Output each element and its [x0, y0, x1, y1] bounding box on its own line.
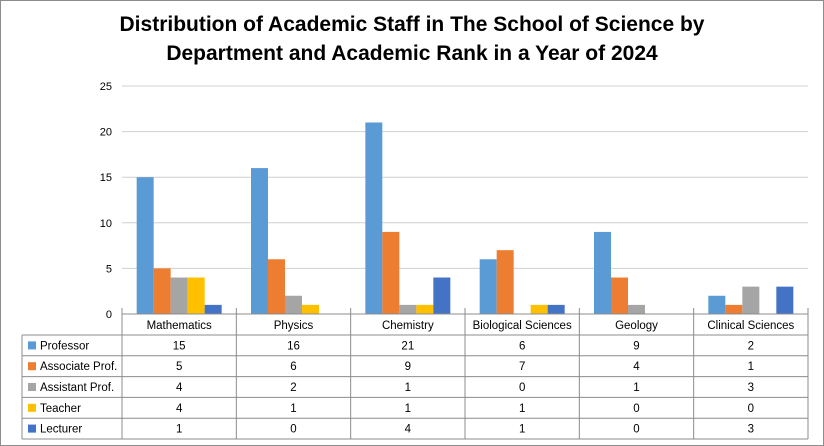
- y-tick-label: 25: [100, 81, 112, 93]
- bar-1-4: [479, 259, 497, 314]
- y-tick-label: 20: [100, 127, 112, 139]
- y-tick-label: 0: [106, 309, 112, 321]
- table-cell: 9: [405, 361, 411, 373]
- table-cell: 4: [176, 382, 183, 394]
- table-cell: 3: [748, 382, 754, 394]
- legend-swatch-5: [28, 424, 36, 433]
- legend-label-2: Associate Prof.: [40, 361, 117, 373]
- bar-4-4: [530, 304, 548, 314]
- table-cell: 0: [290, 424, 296, 436]
- table-cell: 1: [748, 361, 754, 373]
- table-cell: 4: [176, 403, 183, 415]
- table-cell: 0: [519, 382, 525, 394]
- legend-label-3: Assistant Prof.: [40, 382, 114, 394]
- y-tick-label: 10: [100, 218, 112, 230]
- bar-4-3: [416, 304, 434, 314]
- bar-2-2: [268, 259, 285, 314]
- y-tick-label: 15: [100, 172, 112, 184]
- legend-swatch-2: [28, 362, 36, 371]
- bar-2-3: [382, 231, 400, 314]
- table-cell: 9: [633, 340, 639, 352]
- bar-3-1: [170, 277, 188, 314]
- bar-5-4: [547, 304, 565, 314]
- bar-2-4: [496, 250, 514, 314]
- table-cell: 1: [633, 382, 639, 394]
- x-category-label: Geology: [615, 320, 658, 332]
- table-cell: 2: [290, 382, 296, 394]
- bar-4-1: [187, 277, 205, 314]
- bar-1-3: [365, 122, 383, 314]
- table-cell: 0: [748, 403, 754, 415]
- legend-label-1: Professor: [40, 340, 89, 352]
- table-cell: 21: [401, 340, 414, 352]
- x-category-label: Clinical Sciences: [707, 320, 794, 332]
- table-cell: 0: [633, 403, 639, 415]
- bar-3-3: [399, 304, 417, 314]
- legend-label-4: Teacher: [40, 403, 81, 415]
- table-cell: 5: [176, 361, 182, 373]
- x-category-label: Biological Sciences: [473, 320, 572, 332]
- bar-4-2: [302, 304, 319, 314]
- bar-3-6: [742, 286, 760, 314]
- table-cell: 1: [405, 403, 411, 415]
- bar-1-5: [594, 231, 611, 314]
- chart-title-line-1: Distribution of Academic Staff in The Sc…: [119, 13, 705, 36]
- table-cell: 1: [405, 382, 411, 394]
- table-cell: 1: [519, 424, 525, 436]
- bar-3-2: [285, 295, 302, 314]
- table-cell: 6: [290, 361, 296, 373]
- bar-5-6: [776, 286, 794, 314]
- legend-swatch-4: [28, 403, 36, 412]
- chart-title-line-2: Department and Academic Rank in a Year o…: [166, 42, 658, 65]
- table-cell: 0: [633, 424, 639, 436]
- bar-5-3: [433, 277, 451, 314]
- bar-2-5: [611, 277, 628, 314]
- table-cell: 1: [176, 424, 182, 436]
- legend-swatch-1: [28, 341, 36, 350]
- table-cell: 2: [748, 340, 754, 352]
- x-category-label: Physics: [274, 320, 314, 332]
- table-cell: 7: [519, 361, 525, 373]
- legend-label-5: Lecturer: [40, 424, 82, 436]
- bar-5-1: [204, 304, 222, 314]
- table-cell: 1: [519, 403, 525, 415]
- table-cell: 3: [748, 424, 754, 436]
- legend-swatch-3: [28, 383, 36, 391]
- table-cell: 4: [633, 361, 640, 373]
- table-cell: 1: [290, 403, 296, 415]
- bar-1-2: [251, 168, 268, 314]
- bar-1-6: [708, 295, 726, 314]
- table-cell: 6: [519, 340, 525, 352]
- table-cell: 4: [405, 424, 412, 436]
- bar-1-1: [136, 177, 154, 314]
- bar-2-6: [725, 304, 743, 314]
- table-cell: 16: [287, 340, 300, 352]
- x-category-label: Chemistry: [382, 320, 434, 332]
- y-tick-label: 5: [106, 263, 112, 275]
- table-cell: 15: [173, 340, 186, 352]
- x-category-label: Mathematics: [147, 320, 212, 332]
- chart-title: Distribution of Academic Staff in The Sc…: [0, 10, 824, 68]
- bar-2-1: [153, 268, 171, 314]
- bar-3-5: [628, 304, 645, 314]
